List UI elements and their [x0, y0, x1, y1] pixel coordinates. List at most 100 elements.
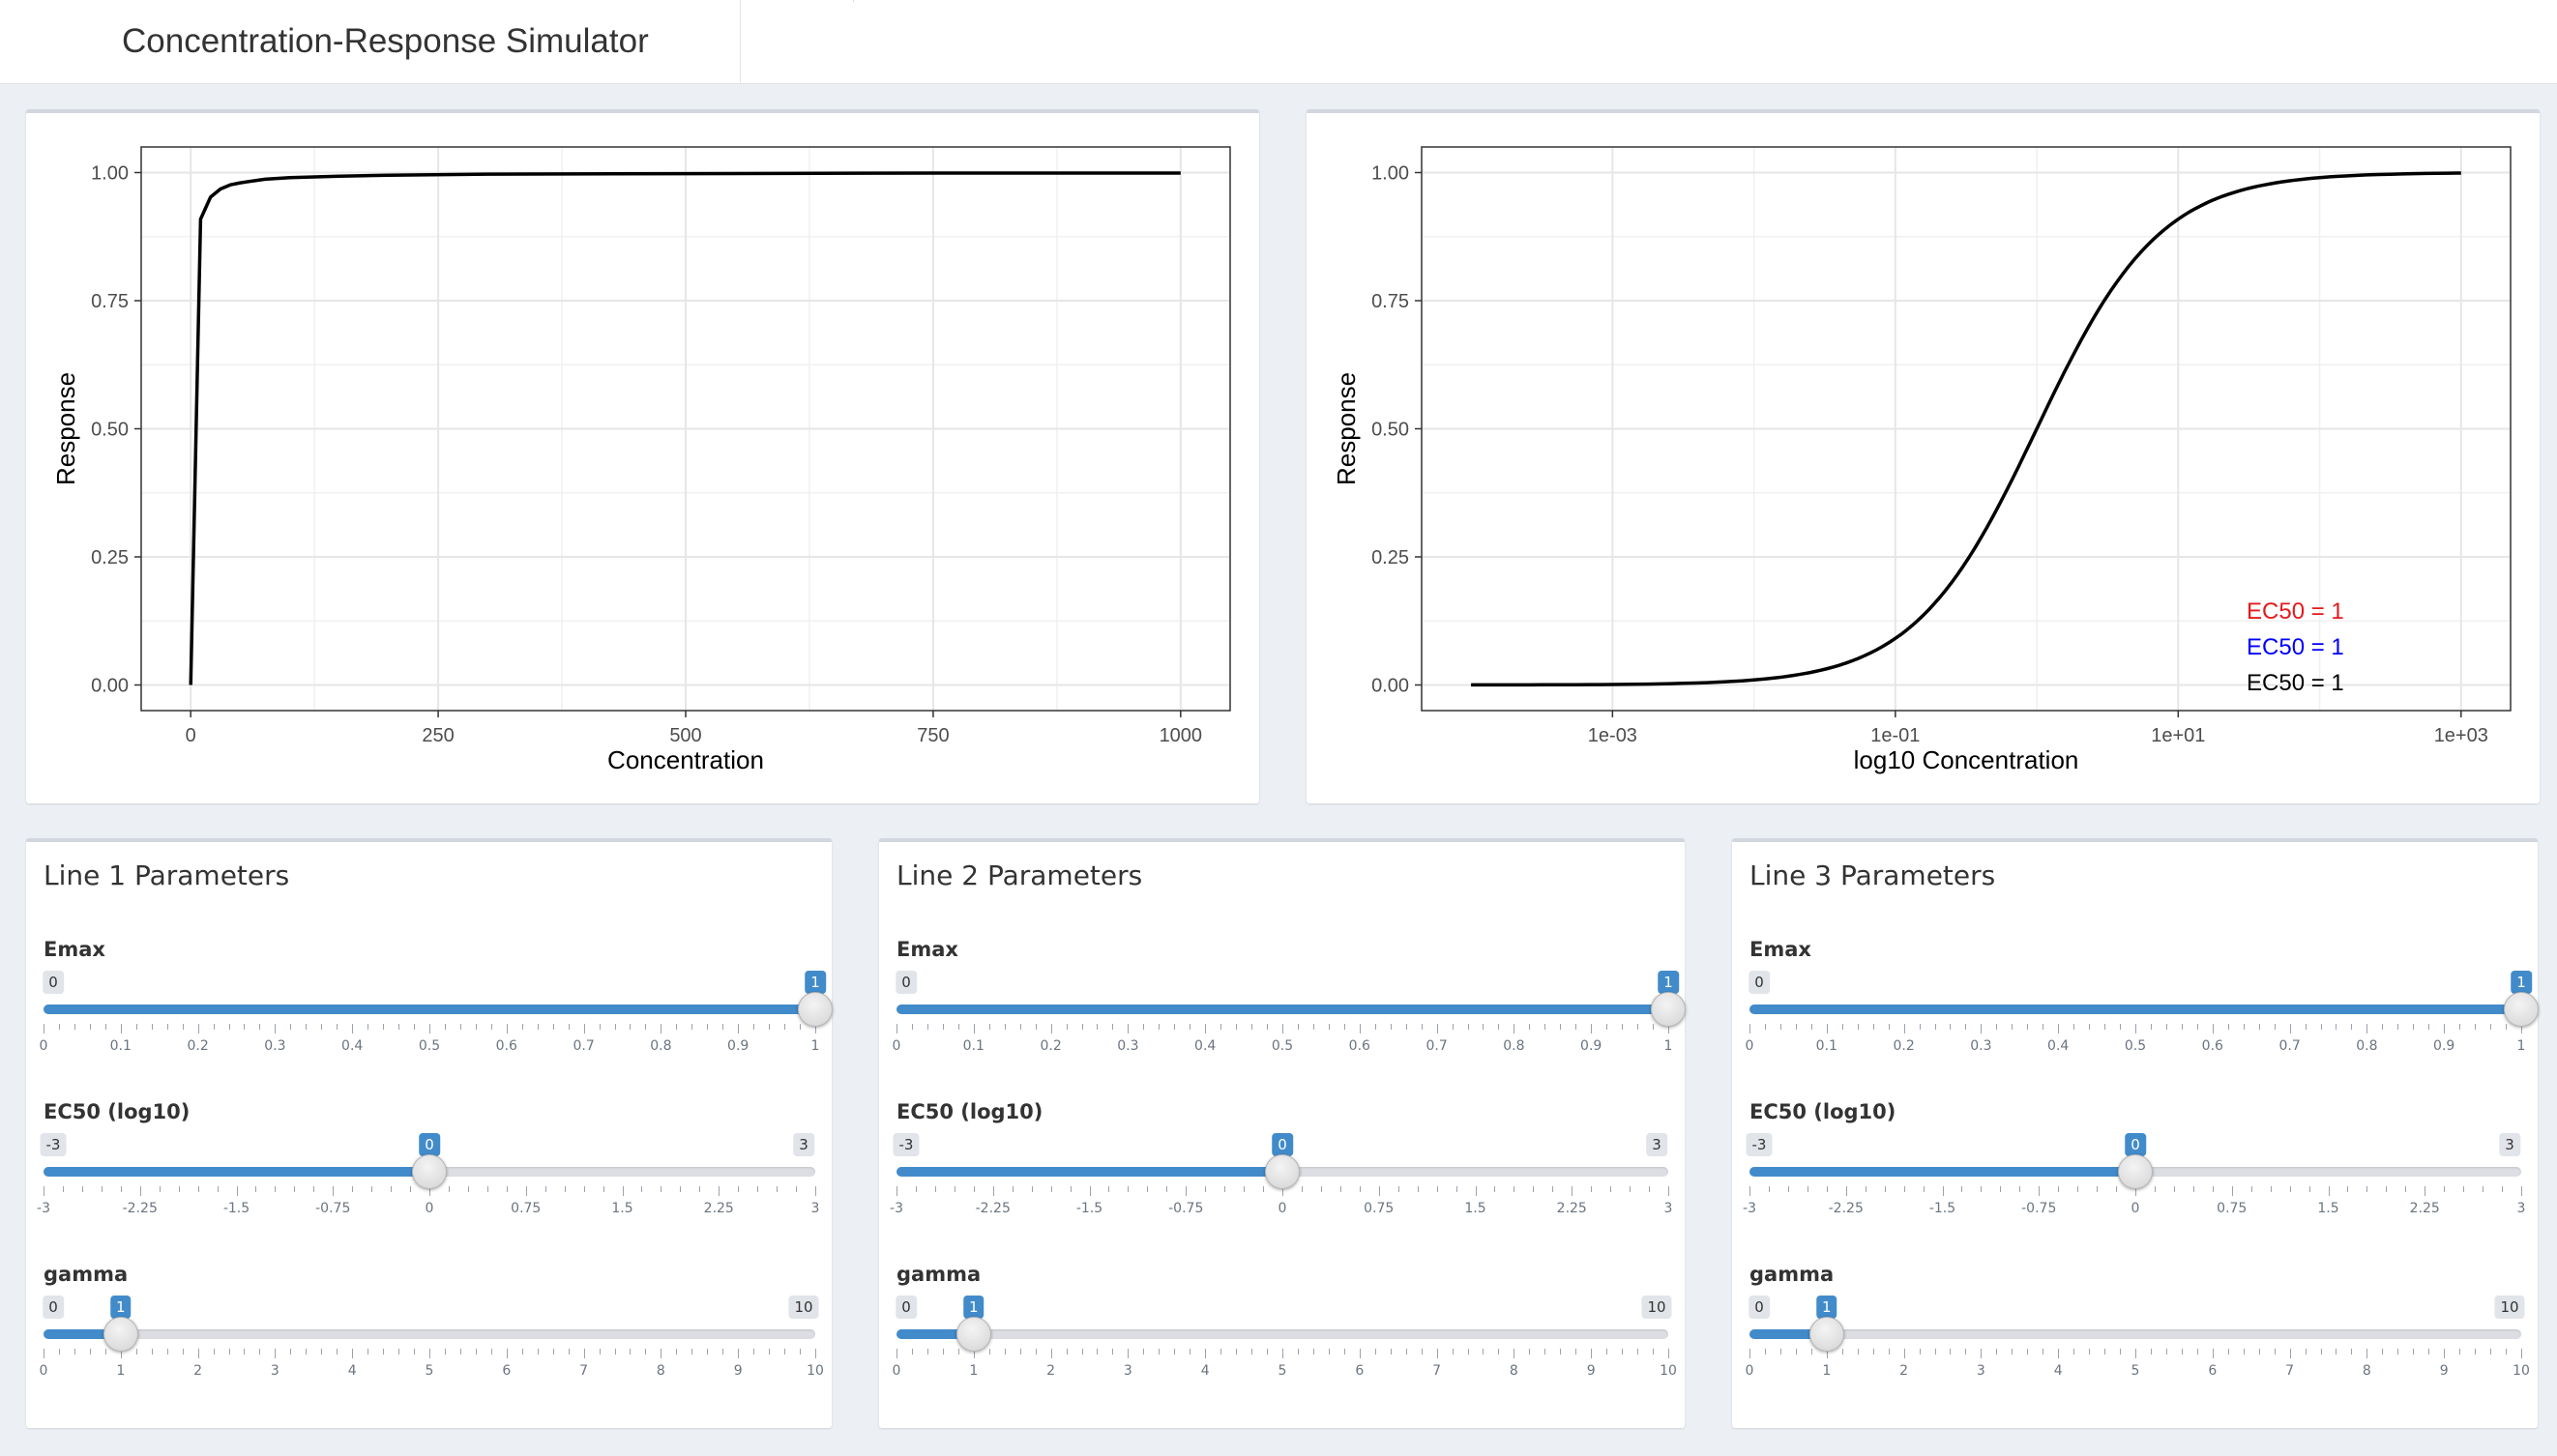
slider-gamma[interactable]: gamma 0 10 0 1 2 3 4 5 6 7 8 9 10 1 [1746, 1263, 2530, 1417]
slider-minor-tick [1312, 1024, 1314, 1030]
slider-major-tick [1128, 1024, 1130, 1034]
slider-minor-tick [676, 1349, 678, 1354]
slider-handle[interactable] [1265, 1154, 1300, 1189]
slider-minor-tick [135, 1024, 137, 1030]
slider-minor-tick [2444, 1186, 2446, 1192]
slider-minor-tick [2351, 1349, 2353, 1354]
slider-tick-label: 10 [2513, 1363, 2530, 1379]
slider-minor-tick [1529, 1024, 1531, 1030]
slider-major-tick [2289, 1349, 2291, 1358]
slider-minor-tick [2366, 1186, 2368, 1192]
slider-minor-tick [2196, 1349, 2198, 1354]
slider-major-tick [1903, 1349, 1905, 1358]
slider-handle[interactable] [412, 1154, 447, 1189]
slider-tick-label: 3 [1976, 1363, 1985, 1379]
slider-tick-label: 0.75 [2217, 1201, 2248, 1216]
slider-max-label: 10 [2494, 1296, 2525, 1319]
slider-handle[interactable] [2118, 1154, 2153, 1189]
slider-tick-label: 0.2 [187, 1038, 209, 1054]
slider-tick-label: 0.8 [1503, 1038, 1525, 1054]
slider-minor-tick [614, 1024, 616, 1030]
slider-tick-label: 0.5 [1271, 1038, 1294, 1054]
slider-track[interactable] [896, 1329, 1668, 1339]
plot-border [140, 146, 1231, 712]
slider-minor-tick [2336, 1024, 2337, 1030]
slider-handle[interactable] [2504, 992, 2539, 1027]
slider-tick-label: 2.25 [703, 1201, 734, 1216]
slider-minor-tick [630, 1349, 632, 1354]
slider-ec50-log10[interactable]: EC50 (log10) -3 3 -3 -2.25 -1.5 -0.75 0 0.75 1.5 2… [1743, 1100, 2525, 1255]
slider-emax[interactable]: Emax 0 0 0.1 0.2 0.3 0.4 0.5 0.6 0.7 0.8 0.9 1 1 [893, 938, 1686, 1092]
slider-minor-tick [2000, 1186, 2002, 1192]
slider-minor-tick [568, 1024, 570, 1030]
slider-minor-tick [1436, 1186, 1438, 1192]
slider-tick-label: 0.5 [418, 1038, 441, 1054]
slider-emax[interactable]: Emax 0 0 0.1 0.2 0.3 0.4 0.5 0.6 0.7 0.8 0.9 1 1 [1746, 938, 2539, 1092]
slider-major-tick [2039, 1186, 2041, 1196]
slider-handle[interactable] [955, 1317, 991, 1352]
slider-minor-tick [352, 1186, 354, 1192]
slider-tick-label: 7 [1432, 1363, 1442, 1379]
slider-ec50-log10[interactable]: EC50 (log10) -3 3 -3 -2.25 -1.5 -0.75 0 0.75 1.5 2… [890, 1100, 1672, 1255]
ec50-annotation: EC50 = 1 [2247, 598, 2344, 625]
slider-tick-label: -1.5 [1075, 1201, 1103, 1216]
slider-minor-tick [371, 1186, 373, 1192]
slider-tick-label: 0 [39, 1038, 48, 1054]
slider-minor-tick [367, 1024, 369, 1030]
slider-tick-label: 0.9 [2433, 1038, 2455, 1054]
slider-minor-tick [2097, 1186, 2099, 1192]
slider-minor-tick [1764, 1349, 1766, 1354]
x-tick-label: 0 [186, 725, 196, 746]
slider-track[interactable] [1749, 1329, 2521, 1339]
slider-tick-label: 6 [502, 1363, 512, 1379]
slider-minor-tick [2270, 1186, 2272, 1192]
x-tick-label: 1e-01 [1870, 725, 1920, 746]
slider-ec50-log10[interactable]: EC50 (log10) -3 3 -3 -2.25 -1.5 -0.75 0 0.75 1.5 2… [37, 1100, 819, 1255]
slider-gamma[interactable]: gamma 0 10 0 1 2 3 4 5 6 7 8 9 10 1 [40, 1263, 824, 1417]
slider-minor-tick [1498, 1349, 1500, 1354]
slider-emax[interactable]: Emax 0 0 0.1 0.2 0.3 0.4 0.5 0.6 0.7 0.8 0.9 1 1 [40, 938, 833, 1092]
slider-minor-tick [1961, 1186, 1963, 1192]
slider-minor-tick [467, 1186, 469, 1192]
slider-minor-tick [2289, 1186, 2291, 1192]
slider-tick-label: 1 [1663, 1038, 1673, 1054]
slider-minor-tick [1884, 1186, 1886, 1192]
slider-major-tick [815, 1349, 816, 1358]
slider-gamma[interactable]: gamma 0 10 0 1 2 3 4 5 6 7 8 9 10 1 [893, 1263, 1677, 1417]
slider-major-tick [815, 1024, 816, 1034]
slider-fill [896, 1329, 974, 1339]
slider-major-tick [506, 1349, 508, 1358]
slider-label: gamma [44, 1263, 129, 1286]
header-divider [853, 0, 854, 2]
slider-minor-tick [2490, 1024, 2492, 1030]
slider-minor-tick [1575, 1349, 1577, 1354]
slider-handle[interactable] [1808, 1317, 1844, 1352]
slider-minor-tick [2104, 1024, 2106, 1030]
slider-major-tick [1591, 1024, 1593, 1034]
slider-major-tick [1668, 1349, 1669, 1358]
slider-tick-label: 0.5 [2124, 1038, 2147, 1054]
slider-tick-label: 0.4 [2047, 1038, 2070, 1054]
slider-minor-tick [544, 1186, 546, 1192]
x-tick-label: 250 [422, 725, 454, 746]
slider-major-tick [719, 1186, 720, 1196]
slider-major-tick [1591, 1349, 1593, 1358]
slider-tick-label: 0.1 [109, 1038, 132, 1054]
slider-minor-tick [1529, 1349, 1531, 1354]
slider-major-tick [1668, 1186, 1669, 1196]
slider-minor-tick [228, 1349, 230, 1354]
slider-handle[interactable] [1651, 992, 1686, 1027]
slider-min-label: 0 [1749, 971, 1770, 994]
slider-major-tick [973, 1024, 975, 1034]
slider-max-label: 3 [2499, 1133, 2520, 1156]
slider-tick-label: -0.75 [315, 1201, 351, 1216]
slider-minor-tick [475, 1024, 477, 1030]
slider-handle[interactable] [798, 992, 833, 1027]
slider-handle[interactable] [103, 1317, 138, 1352]
slider-minor-tick [1066, 1024, 1068, 1030]
slider-minor-tick [459, 1349, 461, 1354]
slider-minor-tick [1560, 1349, 1562, 1354]
slider-minor-tick [1031, 1186, 1033, 1192]
slider-track[interactable] [44, 1329, 815, 1339]
slider-minor-tick [988, 1024, 990, 1030]
